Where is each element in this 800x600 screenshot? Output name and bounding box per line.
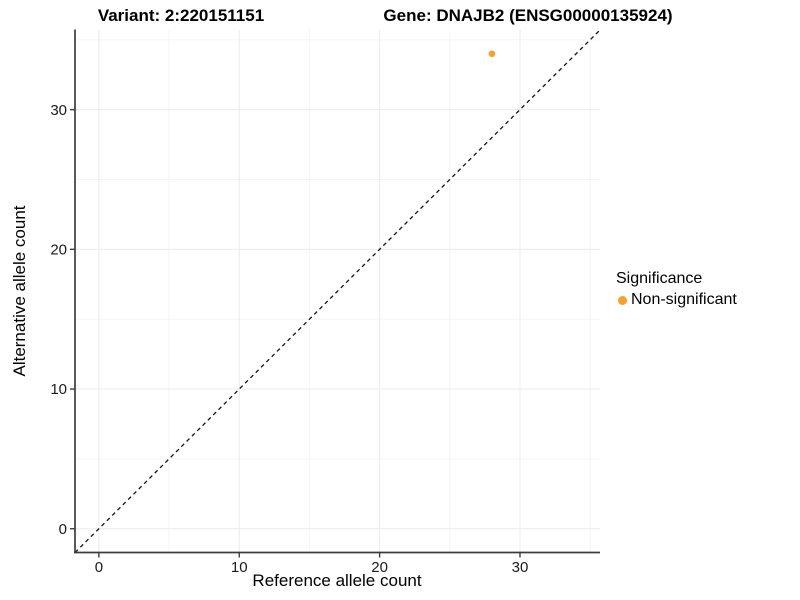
orange-dot-icon	[618, 295, 627, 305]
x-tick-label: 20	[371, 559, 388, 576]
legend-item-label: Non-significant	[631, 291, 737, 308]
x-axis-title: Reference allele count	[252, 571, 422, 590]
y-tick-label: 10	[50, 381, 67, 398]
legend: Significance Non-significant	[616, 269, 737, 309]
x-tick-label: 10	[231, 559, 248, 576]
y-tick-label: 20	[50, 242, 67, 259]
identity-reference-line	[74, 29, 601, 553]
x-tick-label: 0	[95, 559, 103, 576]
x-tick-label: 30	[512, 559, 529, 576]
y-tick-label: 0	[59, 521, 67, 538]
y-axis-title: Alternative allele count	[10, 205, 29, 377]
legend-title: Significance	[616, 270, 703, 287]
gene-title: Gene: DNAJB2 (ENSG00000135924)	[383, 6, 673, 25]
data-point	[488, 50, 496, 58]
variant-title: Variant: 2:220151151	[97, 6, 265, 25]
legend-item: Non-significant	[616, 291, 737, 309]
y-tick-label: 30	[50, 102, 67, 119]
